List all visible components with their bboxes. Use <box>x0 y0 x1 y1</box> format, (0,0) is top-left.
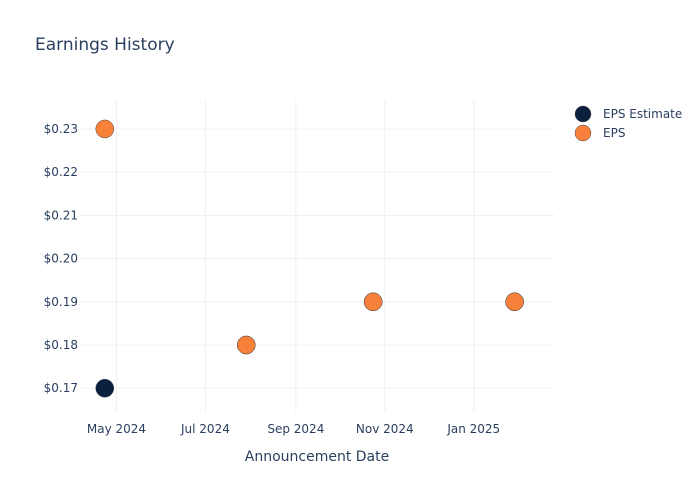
data-point[interactable] <box>95 119 115 139</box>
y-tick-label: $0.20 <box>44 252 78 266</box>
x-tick-label: May 2024 <box>87 422 146 436</box>
legend-label: EPS Estimate <box>603 107 682 121</box>
legend-label: EPS <box>603 126 625 140</box>
y-tick-label: $0.23 <box>44 122 78 136</box>
legend-item[interactable]: EPS Estimate <box>574 105 682 123</box>
legend-item[interactable]: EPS <box>574 124 625 142</box>
legend-marker <box>574 124 592 142</box>
data-points <box>95 119 524 398</box>
data-point[interactable] <box>363 292 383 312</box>
x-tick-label: Sep 2024 <box>267 422 324 436</box>
y-axis-ticks: $0.17 $0.18 $0.19 $0.20 $0.21 $0.22 $0.23 <box>44 122 78 395</box>
y-tick-label: $0.21 <box>44 208 78 222</box>
data-point[interactable] <box>505 292 524 312</box>
x-tick-label: Jul 2024 <box>180 422 230 436</box>
x-gridlines <box>115 100 475 412</box>
y-tick-label: $0.18 <box>44 338 78 352</box>
legend[interactable]: EPS Estimate EPS <box>574 105 682 142</box>
series-eps <box>95 119 524 355</box>
y-tick-label: $0.22 <box>44 165 78 179</box>
chart-title: Earnings History <box>35 35 175 55</box>
x-tick-label: Jan 2025 <box>446 422 500 436</box>
data-point[interactable] <box>237 335 256 355</box>
x-axis-title: Announcement Date <box>245 449 389 465</box>
y-tick-label: $0.19 <box>44 295 78 309</box>
x-tick-label: Nov 2024 <box>356 422 414 436</box>
legend-marker <box>574 105 592 123</box>
data-point[interactable] <box>95 378 115 398</box>
y-tick-label: $0.17 <box>44 381 78 395</box>
y-gridlines <box>80 128 554 389</box>
x-axis-ticks: May 2024 Jul 2024 Sep 2024 Nov 2024 Jan 2025 <box>87 422 500 436</box>
